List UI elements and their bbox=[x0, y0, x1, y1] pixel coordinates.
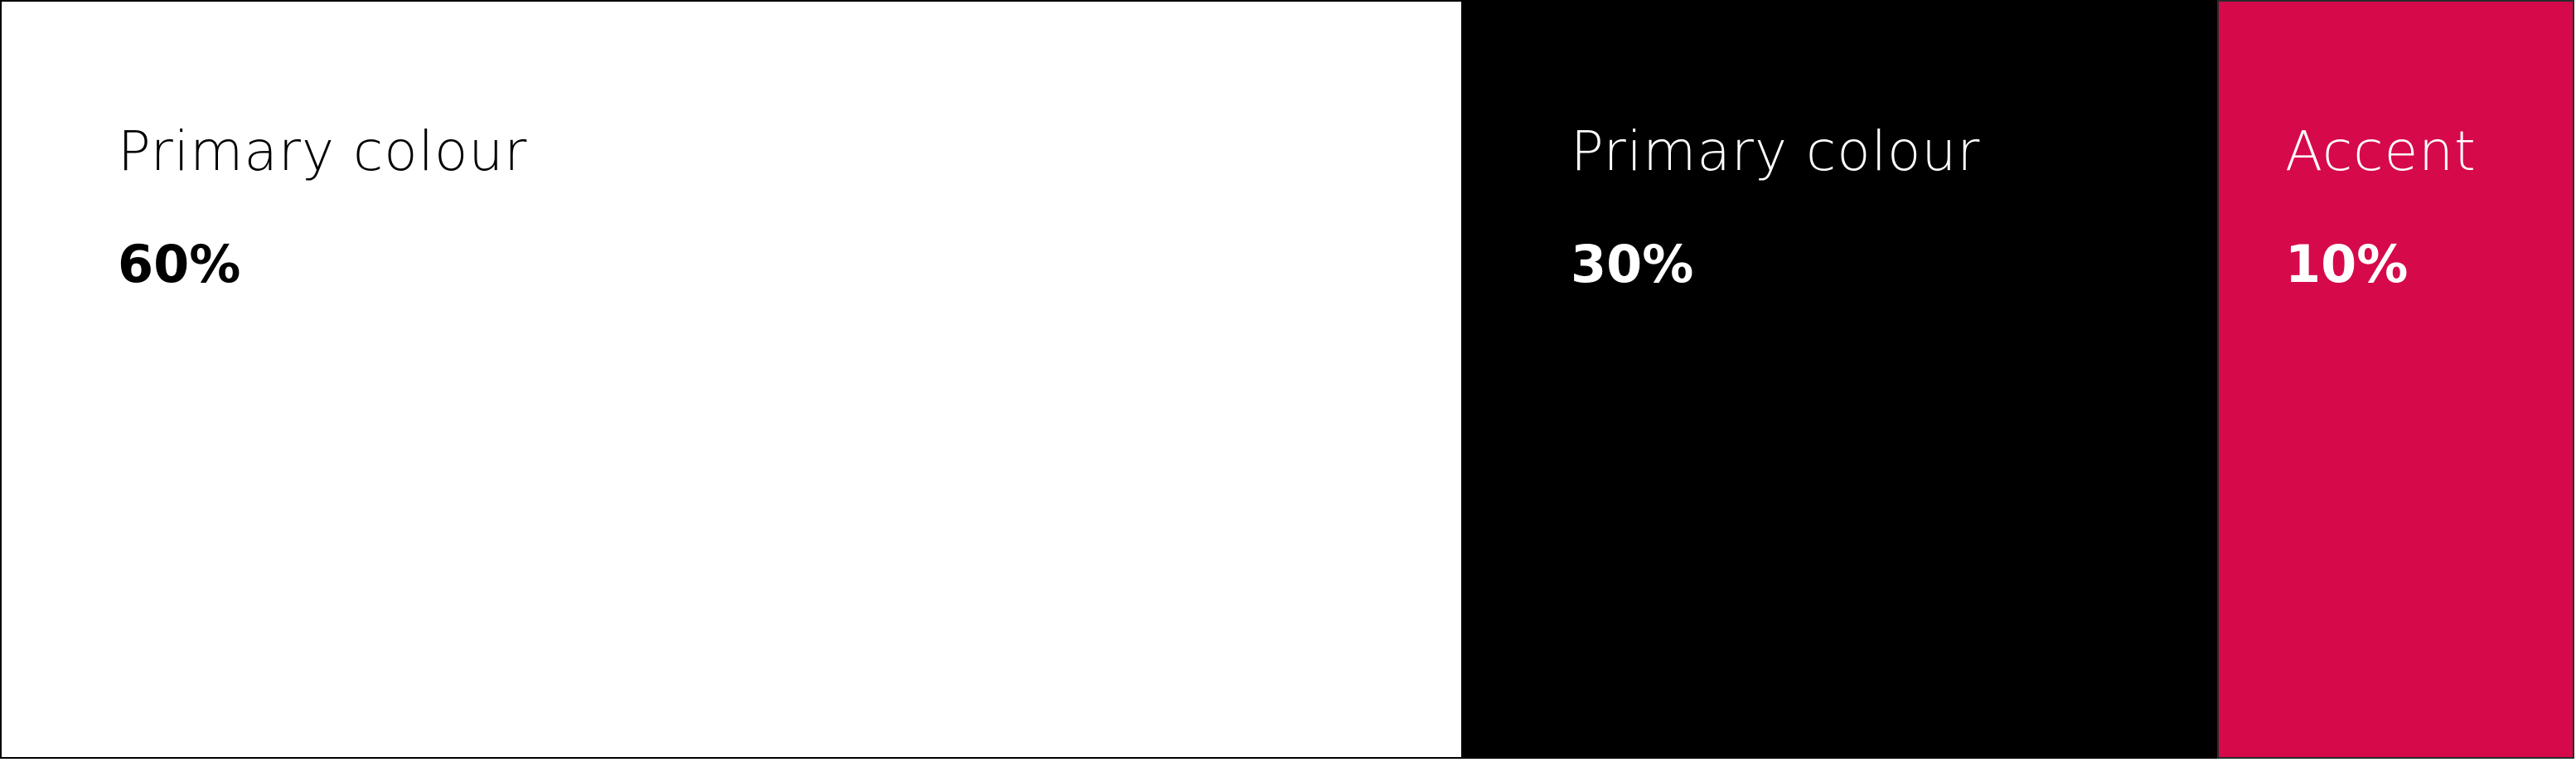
swatch-primary-white: Primary colour 60% bbox=[0, 0, 1463, 759]
swatch-label: Primary colour bbox=[1571, 119, 1981, 183]
swatch-label: Primary colour bbox=[118, 119, 528, 183]
swatch-percentage: 60% bbox=[118, 234, 241, 294]
swatch-percentage: 30% bbox=[1571, 234, 1694, 294]
swatch-primary-black: Primary colour 30% bbox=[1461, 0, 2219, 759]
swatch-accent: Accent 10% bbox=[2217, 0, 2574, 759]
swatch-label: Accent bbox=[2285, 119, 2477, 183]
swatch-percentage: 10% bbox=[2285, 234, 2409, 294]
